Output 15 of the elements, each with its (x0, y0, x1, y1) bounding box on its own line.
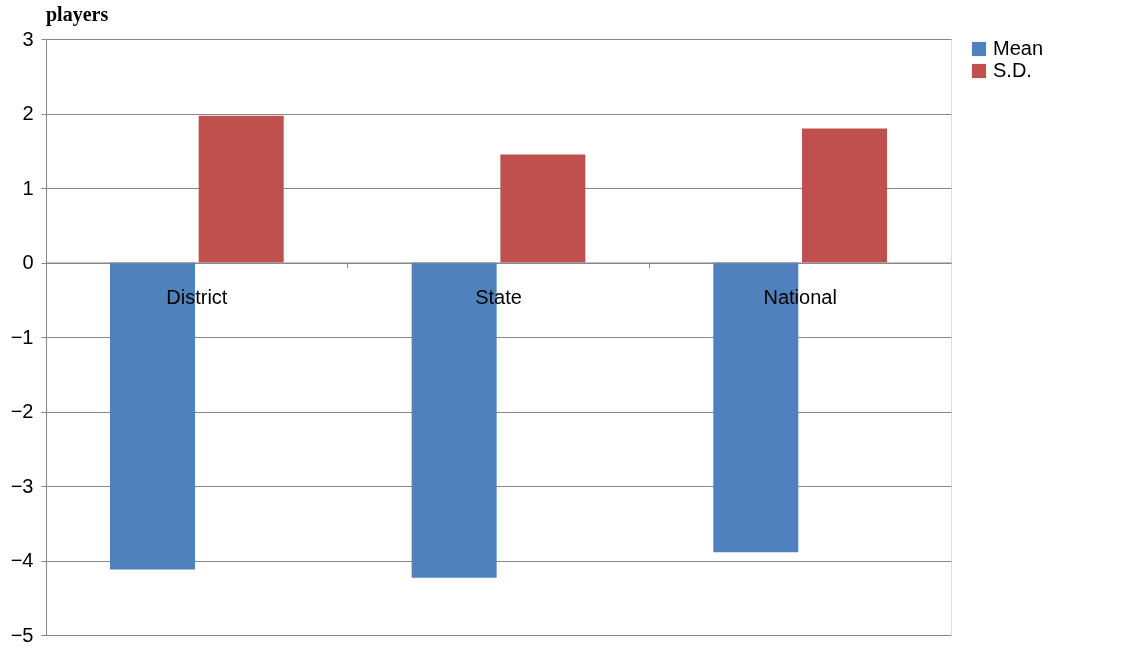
y-tick-label: 1 (22, 176, 34, 199)
bar (198, 115, 284, 263)
y-tick-label: −5 (10, 623, 34, 646)
y-tick-label: 3 (22, 27, 34, 50)
legend-label: S.D. (993, 59, 1032, 81)
y-tick-label: −3 (10, 474, 34, 497)
y-tick-label: −1 (10, 325, 34, 348)
y-tick-label: 0 (22, 251, 34, 273)
y-tick-label: 2 (22, 102, 34, 124)
y-tick-label: −4 (10, 549, 34, 571)
y-tick-label: −2 (10, 400, 34, 422)
bar (500, 154, 586, 263)
bar (802, 128, 888, 263)
chart-title: players (46, 3, 109, 26)
legend-label: Mean (993, 37, 1044, 59)
